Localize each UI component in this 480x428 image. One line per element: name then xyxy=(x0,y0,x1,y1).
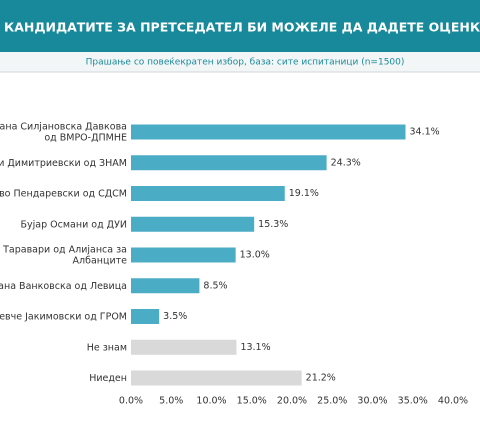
x-tick-label: 15.0% xyxy=(237,396,267,407)
value-label: 8.5% xyxy=(203,280,227,291)
value-label: 24.3% xyxy=(331,157,361,168)
bar xyxy=(131,247,236,263)
chart-subtitle: Прашање со повеќекратен избор, база: сит… xyxy=(86,58,405,68)
x-tick-label: 20.0% xyxy=(277,396,307,407)
category-label: Таравари од Алијанса за Албанците xyxy=(2,244,127,266)
bar xyxy=(131,309,160,324)
bar xyxy=(131,155,327,171)
bar xyxy=(131,339,237,355)
subtitle-bar xyxy=(0,52,480,72)
category-label: ана Ванковска од Левица xyxy=(0,280,127,291)
bar xyxy=(131,370,302,386)
value-label: 34.1% xyxy=(410,127,440,138)
category-label: во Пендаревски од СДСМ xyxy=(0,188,127,199)
x-tick-label: 0.0% xyxy=(119,396,143,407)
value-label: 13.0% xyxy=(240,250,270,261)
title-bar xyxy=(0,0,480,52)
chart-title: КАНДИДАТИТЕ ЗА ПРЕТСЕДАТЕЛ БИ МОЖЕЛЕ ДА … xyxy=(4,20,480,35)
category-label: ана Силјановска Давкова од ВМРО-ДПМНЕ xyxy=(0,121,127,143)
x-tick-label: 35.0% xyxy=(398,396,428,407)
x-tick-label: 5.0% xyxy=(159,396,183,407)
bar xyxy=(131,216,255,232)
value-label: 15.3% xyxy=(258,219,288,230)
value-label: 19.1% xyxy=(289,188,319,199)
bar xyxy=(131,186,285,201)
x-tick-label: 40.0% xyxy=(438,396,468,407)
category-label: Ниеден xyxy=(89,373,127,384)
value-label: 21.2% xyxy=(306,373,336,384)
value-label: 3.5% xyxy=(163,311,187,322)
x-tick-label: 25.0% xyxy=(317,396,347,407)
bar xyxy=(131,124,406,140)
bar xyxy=(131,278,200,294)
value-label: 13.1% xyxy=(240,342,270,353)
category-label: Не знам xyxy=(87,342,127,353)
x-tick-label: 30.0% xyxy=(357,396,387,407)
x-tick-label: 10.0% xyxy=(196,396,226,407)
category-label: Бујар Османи од ДУИ xyxy=(21,219,127,230)
category-label: и Димитриевски од ЗНАМ xyxy=(0,157,127,168)
category-label: евче Јакимовски од ГРОМ xyxy=(0,311,127,322)
